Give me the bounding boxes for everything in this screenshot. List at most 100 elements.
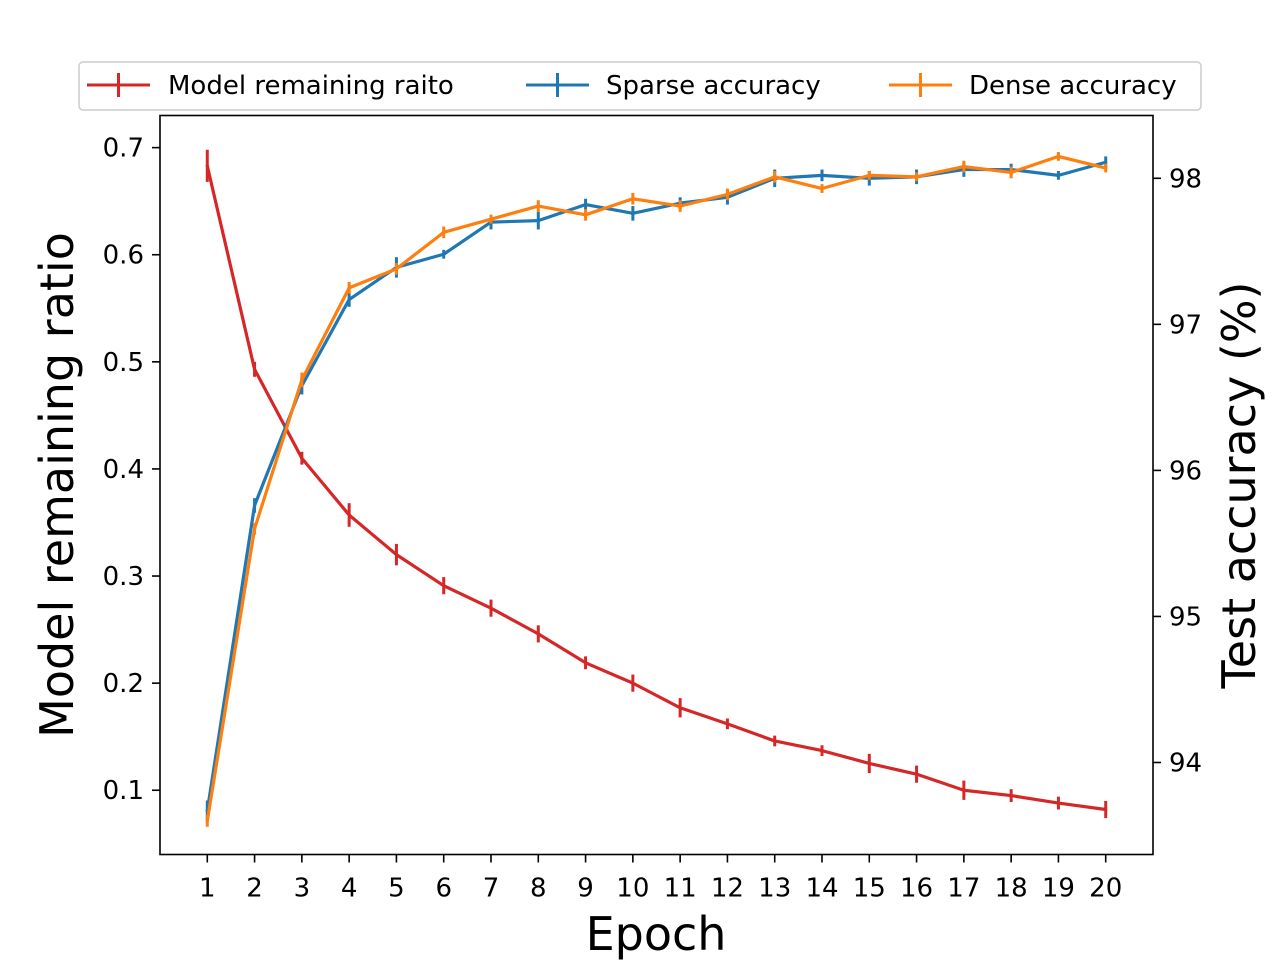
legend-label: Dense accuracy <box>969 71 1177 101</box>
data-point <box>347 297 351 302</box>
data-point <box>442 584 446 588</box>
data-point <box>536 219 540 223</box>
x-tick-label: 6 <box>435 874 452 904</box>
data-point <box>205 819 209 823</box>
right-y-tick-label: 94 <box>1169 748 1202 778</box>
left-y-tick-label: 0.6 <box>103 241 144 271</box>
data-point <box>678 204 682 208</box>
x-tick-label: 7 <box>483 874 500 904</box>
series-dense-accuracy <box>205 152 1108 827</box>
data-point <box>914 175 919 179</box>
x-tick-label: 13 <box>758 874 791 904</box>
data-point <box>914 772 919 776</box>
data-point <box>631 681 635 685</box>
legend-entry-sparse-accuracy: Sparse accuracy <box>526 71 821 101</box>
data-point <box>867 761 871 766</box>
data-point <box>394 267 399 271</box>
data-point <box>252 527 257 531</box>
left-y-tick-label: 0.5 <box>103 348 144 378</box>
x-tick-label: 16 <box>900 874 933 904</box>
ticks-layer: 1 2 3 4 5 6 7 8 9 10 11 12 13 14 15 16 17 18 19 200.10.20.3… <box>103 134 1202 904</box>
data-point <box>820 749 824 753</box>
data-point <box>867 173 871 177</box>
data-point <box>962 165 966 169</box>
left-y-axis-label: Model remaining ratio <box>30 232 84 738</box>
legend-entry-dense-accuracy: Dense accuracy <box>889 71 1177 101</box>
data-point <box>252 503 257 508</box>
data-point <box>820 186 824 191</box>
data-point <box>1104 807 1108 812</box>
data-point <box>1056 154 1061 158</box>
data-point <box>1056 173 1061 177</box>
x-tick-label: 3 <box>294 874 311 904</box>
right-y-tick-label: 97 <box>1169 310 1202 340</box>
data-point <box>962 788 966 792</box>
legend-label: Sparse accuracy <box>606 71 821 101</box>
right-y-tick-label: 96 <box>1169 456 1202 486</box>
right-y-tick-label: 95 <box>1169 602 1202 632</box>
data-point <box>252 367 257 371</box>
left-y-tick-label: 0.2 <box>103 669 144 699</box>
data-point <box>1104 166 1108 170</box>
left-y-tick-label: 0.7 <box>103 134 144 164</box>
legend: Model remaining raito Sparse accuracy De… <box>78 61 1202 111</box>
data-point <box>583 213 588 217</box>
right-y-axis-label: Test accuracy (%) <box>1212 282 1266 690</box>
data-point <box>536 632 540 636</box>
x-tick-label: 18 <box>995 874 1028 904</box>
x-tick-label: 12 <box>711 874 744 904</box>
x-tick-label: 2 <box>246 874 263 904</box>
data-point <box>725 722 730 726</box>
data-point <box>442 252 446 256</box>
x-tick-label: 1 <box>199 874 216 904</box>
left-y-tick-label: 0.1 <box>103 776 144 806</box>
series-line <box>205 165 1106 812</box>
data-point <box>631 197 635 201</box>
x-tick-label: 17 <box>947 874 980 904</box>
x-tick-label: 20 <box>1089 874 1122 904</box>
data-point <box>1104 160 1108 164</box>
plot-frame <box>159 114 1154 856</box>
left-y-tick-label: 0.4 <box>103 455 144 485</box>
data-point <box>300 378 304 382</box>
data-point <box>773 175 777 179</box>
data-point <box>300 456 304 460</box>
x-axis-label: Epoch <box>586 907 727 960</box>
data-point <box>489 606 493 610</box>
x-tick-label: 9 <box>577 874 594 904</box>
series-line <box>205 154 1107 822</box>
data-point <box>1009 793 1013 798</box>
x-tick-label: 19 <box>1042 874 1075 904</box>
x-tick-label: 11 <box>664 874 697 904</box>
data-point <box>489 217 493 221</box>
x-tick-label: 14 <box>805 874 838 904</box>
legend-label: Model remaining raito <box>168 71 454 101</box>
data-point <box>678 706 682 710</box>
data-point <box>725 192 730 196</box>
data-point <box>347 513 351 517</box>
data-point <box>1056 801 1061 805</box>
data-point <box>583 202 588 207</box>
legend-entry-model-remaining: Model remaining raito <box>87 71 454 101</box>
data-point <box>536 204 540 208</box>
data-point <box>583 661 588 665</box>
data-point <box>1009 170 1013 175</box>
series-model-remaining-raito <box>205 149 1108 819</box>
right-y-tick-label: 98 <box>1169 164 1202 194</box>
left-y-tick-label: 0.3 <box>103 562 144 592</box>
data-point <box>631 211 635 215</box>
data-point <box>442 230 446 234</box>
x-tick-label: 5 <box>388 874 405 904</box>
data-point <box>773 739 777 743</box>
data-point <box>347 286 351 290</box>
x-tick-label: 4 <box>341 874 358 904</box>
x-tick-label: 15 <box>853 874 886 904</box>
data-point <box>820 173 824 177</box>
x-tick-label: 10 <box>616 874 649 904</box>
data-point <box>205 164 209 168</box>
x-tick-label: 8 <box>530 874 547 904</box>
series-layer <box>205 149 1108 827</box>
data-point <box>394 553 399 557</box>
